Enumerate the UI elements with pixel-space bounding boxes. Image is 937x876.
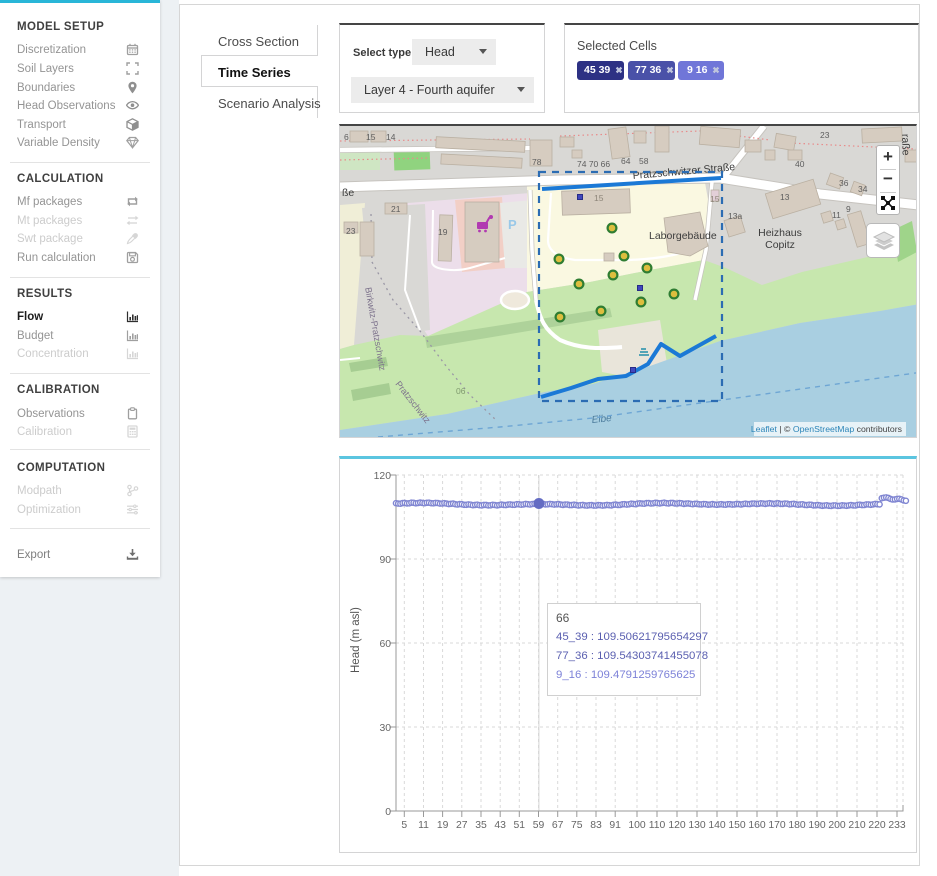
svg-text:75: 75 [571,820,583,831]
svg-text:Copitz: Copitz [765,239,795,251]
svg-text:19: 19 [437,820,449,831]
svg-text:13: 13 [780,192,790,202]
svg-text:Heizhaus: Heizhaus [758,227,802,239]
svg-text:Laborgebäude: Laborgebäude [649,230,717,242]
svg-text:210: 210 [848,820,866,831]
svg-text:5: 5 [401,820,407,831]
svg-text:15: 15 [710,194,720,204]
svg-text:90: 90 [379,555,391,566]
svg-text:43: 43 [494,820,506,831]
svg-text:51: 51 [514,820,526,831]
svg-text:100: 100 [628,820,646,831]
svg-text:36: 36 [839,178,849,188]
svg-text:59: 59 [533,820,545,831]
svg-text:13a: 13a [728,211,742,221]
svg-text:23: 23 [820,130,830,140]
svg-text:9: 9 [846,204,851,214]
svg-text:06: 06 [456,386,466,396]
svg-text:40: 40 [795,159,805,169]
svg-text:130: 130 [688,820,706,831]
svg-text:120: 120 [668,820,686,831]
svg-text:15: 15 [594,193,604,203]
svg-text:21: 21 [391,204,401,214]
svg-text:60: 60 [379,639,391,650]
svg-text:120: 120 [374,471,392,482]
svg-text:35: 35 [475,820,487,831]
svg-text:64: 64 [621,156,631,166]
svg-text:160: 160 [748,820,766,831]
svg-text:Elbe: Elbe [591,413,612,426]
svg-text:74 70 66: 74 70 66 [577,159,610,169]
svg-text:11: 11 [832,210,841,220]
svg-text:15: 15 [366,132,376,142]
svg-text:220: 220 [868,820,886,831]
svg-text:6: 6 [344,132,349,142]
svg-text:140: 140 [708,820,726,831]
svg-text:91: 91 [609,820,621,831]
svg-text:11: 11 [418,820,429,831]
svg-text:170: 170 [768,820,786,831]
svg-text:78: 78 [532,157,542,167]
svg-text:110: 110 [649,820,666,831]
svg-text:190: 190 [808,820,826,831]
svg-text:P: P [508,217,517,232]
svg-text:34: 34 [858,184,868,194]
svg-text:23: 23 [346,226,356,236]
svg-text:ße: ße [342,187,354,199]
svg-text:19: 19 [438,227,448,237]
svg-text:14: 14 [386,132,396,142]
svg-text:83: 83 [590,820,602,831]
svg-text:150: 150 [728,820,746,831]
svg-text:raße: raße [899,134,912,156]
svg-text:27: 27 [456,820,468,831]
svg-text:Leaflet | © OpenStreetMap cont: Leaflet | © OpenStreetMap contributors [751,424,903,434]
svg-text:200: 200 [828,820,846,831]
svg-text:233: 233 [888,820,906,831]
svg-text:67: 67 [552,820,564,831]
svg-text:0: 0 [385,807,391,818]
svg-text:58: 58 [639,156,649,166]
svg-text:180: 180 [788,820,806,831]
svg-text:30: 30 [379,723,391,734]
